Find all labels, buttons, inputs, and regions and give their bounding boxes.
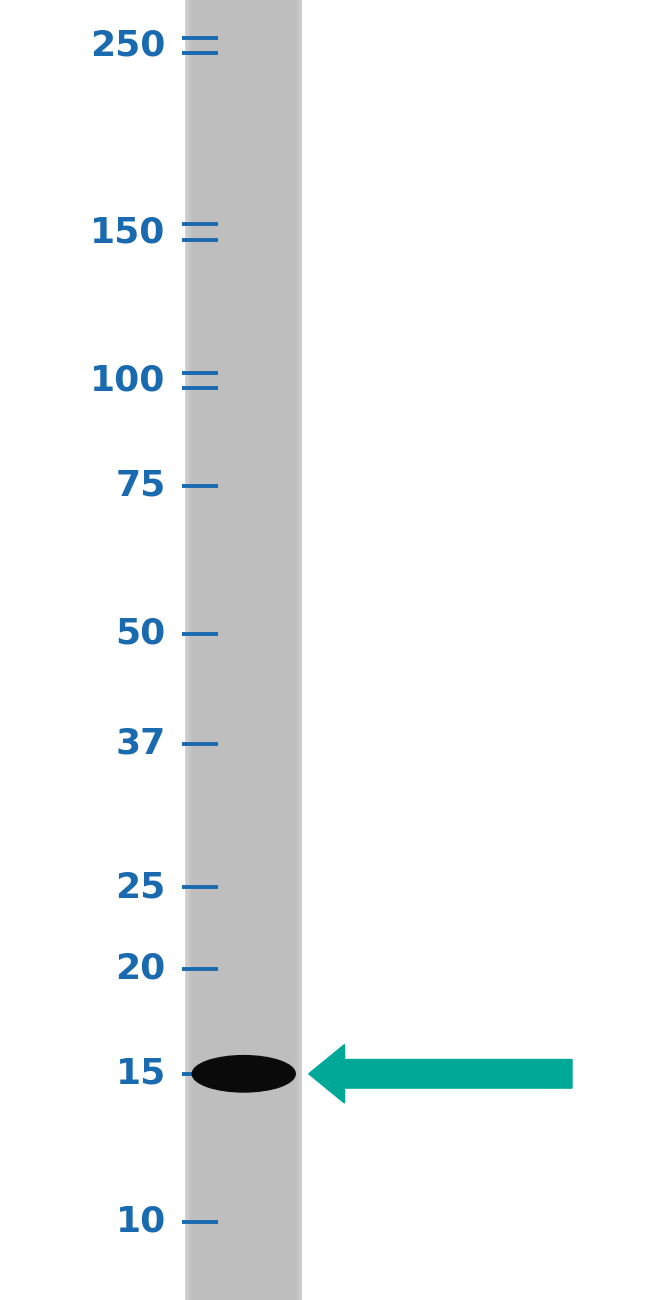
Text: 150: 150 <box>90 216 166 250</box>
Text: 15: 15 <box>116 1057 166 1091</box>
Text: 37: 37 <box>116 727 166 760</box>
FancyArrow shape <box>309 1045 572 1104</box>
Text: 100: 100 <box>90 364 166 398</box>
Text: 75: 75 <box>116 468 166 503</box>
Text: 50: 50 <box>116 616 166 651</box>
Text: 250: 250 <box>90 29 166 62</box>
Text: 20: 20 <box>116 952 166 985</box>
Ellipse shape <box>192 1056 295 1092</box>
Text: 10: 10 <box>116 1205 166 1239</box>
Bar <box>185 0 302 1300</box>
Text: 25: 25 <box>116 870 166 903</box>
